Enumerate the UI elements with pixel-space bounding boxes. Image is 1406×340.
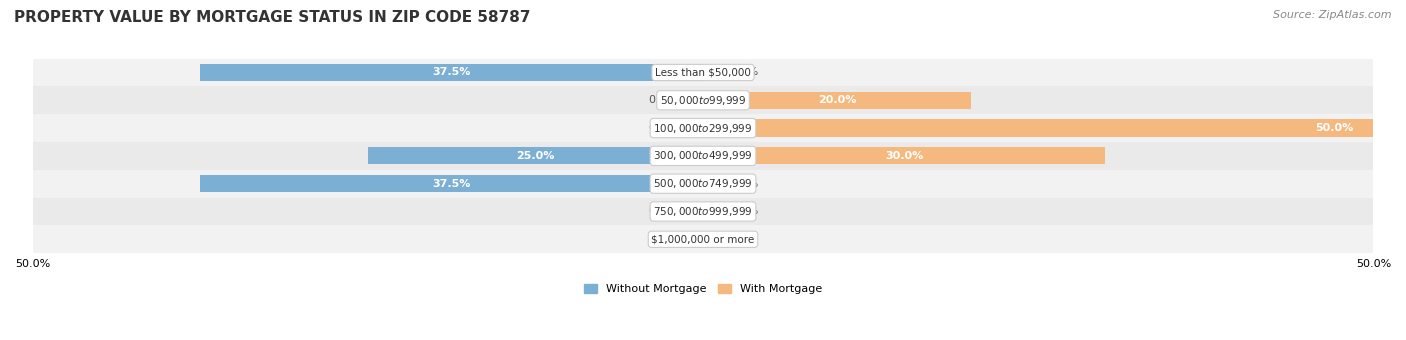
Text: 0.0%: 0.0% bbox=[730, 67, 758, 78]
Bar bbox=[32, 225, 1374, 253]
Text: 50.0%: 50.0% bbox=[1315, 123, 1353, 133]
Text: 25.0%: 25.0% bbox=[516, 151, 554, 161]
Text: $750,000 to $999,999: $750,000 to $999,999 bbox=[654, 205, 752, 218]
Legend: Without Mortgage, With Mortgage: Without Mortgage, With Mortgage bbox=[583, 284, 823, 294]
Text: 0.0%: 0.0% bbox=[648, 206, 676, 217]
Text: 37.5%: 37.5% bbox=[433, 179, 471, 189]
Text: 0.0%: 0.0% bbox=[730, 206, 758, 217]
Text: Source: ZipAtlas.com: Source: ZipAtlas.com bbox=[1274, 10, 1392, 20]
Text: $1,000,000 or more: $1,000,000 or more bbox=[651, 234, 755, 244]
Text: 0.0%: 0.0% bbox=[648, 234, 676, 244]
Bar bbox=[32, 114, 1374, 142]
Bar bbox=[32, 142, 1374, 170]
Text: 0.0%: 0.0% bbox=[730, 179, 758, 189]
Text: $100,000 to $299,999: $100,000 to $299,999 bbox=[654, 122, 752, 135]
Bar bbox=[32, 198, 1374, 225]
Bar bbox=[200, 64, 703, 81]
Text: 0.0%: 0.0% bbox=[648, 95, 676, 105]
Text: 30.0%: 30.0% bbox=[884, 151, 924, 161]
Text: 0.0%: 0.0% bbox=[730, 234, 758, 244]
Text: Less than $50,000: Less than $50,000 bbox=[655, 67, 751, 78]
Text: $300,000 to $499,999: $300,000 to $499,999 bbox=[654, 149, 752, 163]
Text: 20.0%: 20.0% bbox=[818, 95, 856, 105]
Bar bbox=[368, 147, 703, 165]
Bar bbox=[703, 147, 1105, 165]
Bar bbox=[703, 92, 972, 109]
Text: $50,000 to $99,999: $50,000 to $99,999 bbox=[659, 94, 747, 107]
Bar bbox=[703, 119, 1374, 137]
Text: 0.0%: 0.0% bbox=[648, 123, 676, 133]
Text: 37.5%: 37.5% bbox=[433, 67, 471, 78]
Text: $500,000 to $749,999: $500,000 to $749,999 bbox=[654, 177, 752, 190]
Bar bbox=[200, 175, 703, 192]
Bar bbox=[32, 170, 1374, 198]
Bar bbox=[32, 86, 1374, 114]
Bar bbox=[32, 58, 1374, 86]
Text: PROPERTY VALUE BY MORTGAGE STATUS IN ZIP CODE 58787: PROPERTY VALUE BY MORTGAGE STATUS IN ZIP… bbox=[14, 10, 530, 25]
